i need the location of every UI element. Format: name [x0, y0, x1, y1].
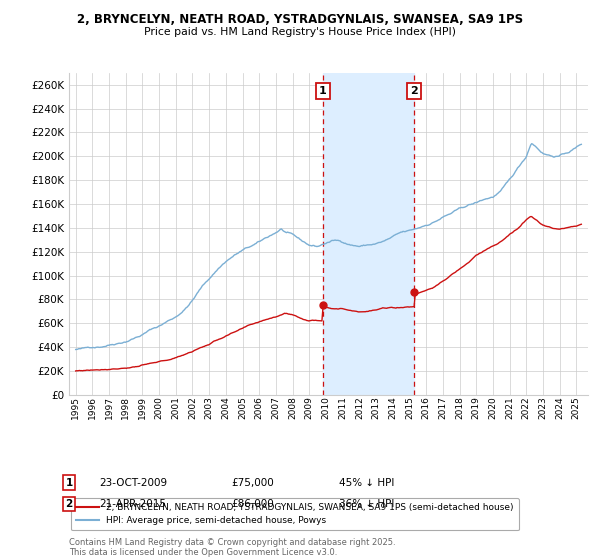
Text: 45% ↓ HPI: 45% ↓ HPI — [339, 478, 394, 488]
Text: 21-APR-2015: 21-APR-2015 — [99, 499, 166, 509]
Text: 2, BRYNCELYN, NEATH ROAD, YSTRADGYNLAIS, SWANSEA, SA9 1PS: 2, BRYNCELYN, NEATH ROAD, YSTRADGYNLAIS,… — [77, 13, 523, 26]
Bar — [323, 73, 415, 395]
Text: £86,000: £86,000 — [231, 499, 274, 509]
Legend: 2, BRYNCELYN, NEATH ROAD, YSTRADGYNLAIS, SWANSEA, SA9 1PS (semi-detached house),: 2, BRYNCELYN, NEATH ROAD, YSTRADGYNLAIS,… — [71, 498, 519, 530]
Text: £75,000: £75,000 — [231, 478, 274, 488]
Text: 36% ↓ HPI: 36% ↓ HPI — [339, 499, 394, 509]
Text: Contains HM Land Registry data © Crown copyright and database right 2025.
This d: Contains HM Land Registry data © Crown c… — [69, 538, 395, 557]
Text: 2: 2 — [65, 499, 73, 509]
Text: 2: 2 — [410, 86, 418, 96]
Text: 23-OCT-2009: 23-OCT-2009 — [99, 478, 167, 488]
Text: 1: 1 — [319, 86, 327, 96]
Text: Price paid vs. HM Land Registry's House Price Index (HPI): Price paid vs. HM Land Registry's House … — [144, 27, 456, 37]
Text: 1: 1 — [65, 478, 73, 488]
